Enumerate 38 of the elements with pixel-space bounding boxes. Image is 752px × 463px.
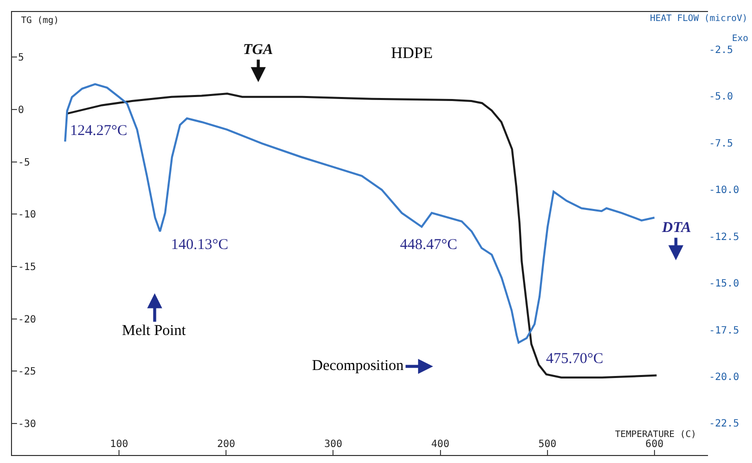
y2-tick-label: -5.0 <box>709 92 734 103</box>
series-label: DTA <box>661 220 692 236</box>
y2-tick-label: -7.5 <box>709 138 734 150</box>
annotation: Melt Point <box>122 323 187 339</box>
annotation: Decomposition <box>312 358 404 374</box>
y-tick-label: -15 <box>18 262 36 273</box>
x-tick-label: 300 <box>324 439 342 450</box>
y-tick-label: 0 <box>18 104 24 116</box>
y-tick-label: -20 <box>18 314 36 326</box>
x-axis-title: TEMPERATURE (C) <box>615 430 696 440</box>
annotation: 124.27°C <box>70 123 128 139</box>
x-tick-label: 100 <box>110 439 128 450</box>
annotation: 475.70°C <box>546 351 604 367</box>
annotation: 140.13°C <box>171 237 228 253</box>
y-tick-label: -30 <box>18 419 36 430</box>
y2-tick-label: -20.0 <box>709 372 740 383</box>
y2-tick-label: -12.5 <box>709 232 740 243</box>
x-tick-label: 500 <box>538 439 556 450</box>
y2-tick-label: -17.5 <box>709 325 740 336</box>
y2-tick-label: -2.5 <box>709 44 734 56</box>
line-series <box>66 92 658 378</box>
x-tick-label: 200 <box>217 439 236 450</box>
x-tick-label: 600 <box>645 439 664 450</box>
text: TGA <box>243 42 273 58</box>
y2-axis-title: HEAT FLOW (microV) <box>650 14 748 24</box>
y-tick-label: 5 <box>18 52 24 64</box>
text: Exo <box>732 34 748 44</box>
line-series <box>64 83 656 344</box>
y2-tick-label: -22.5 <box>709 418 740 430</box>
x-tick-label: 400 <box>431 439 450 450</box>
annotation: 448.47°C <box>400 237 458 253</box>
y2-tick-label: -15.0 <box>709 278 740 290</box>
y-tick-label: -25 <box>18 366 36 378</box>
y-tick-label: -5 <box>18 157 30 168</box>
text: HDPE <box>391 45 433 62</box>
y2-tick-label: -10.0 <box>709 185 740 196</box>
y-tick-label: -10 <box>18 210 36 221</box>
y-axis-title: TG (mg) <box>21 16 59 26</box>
